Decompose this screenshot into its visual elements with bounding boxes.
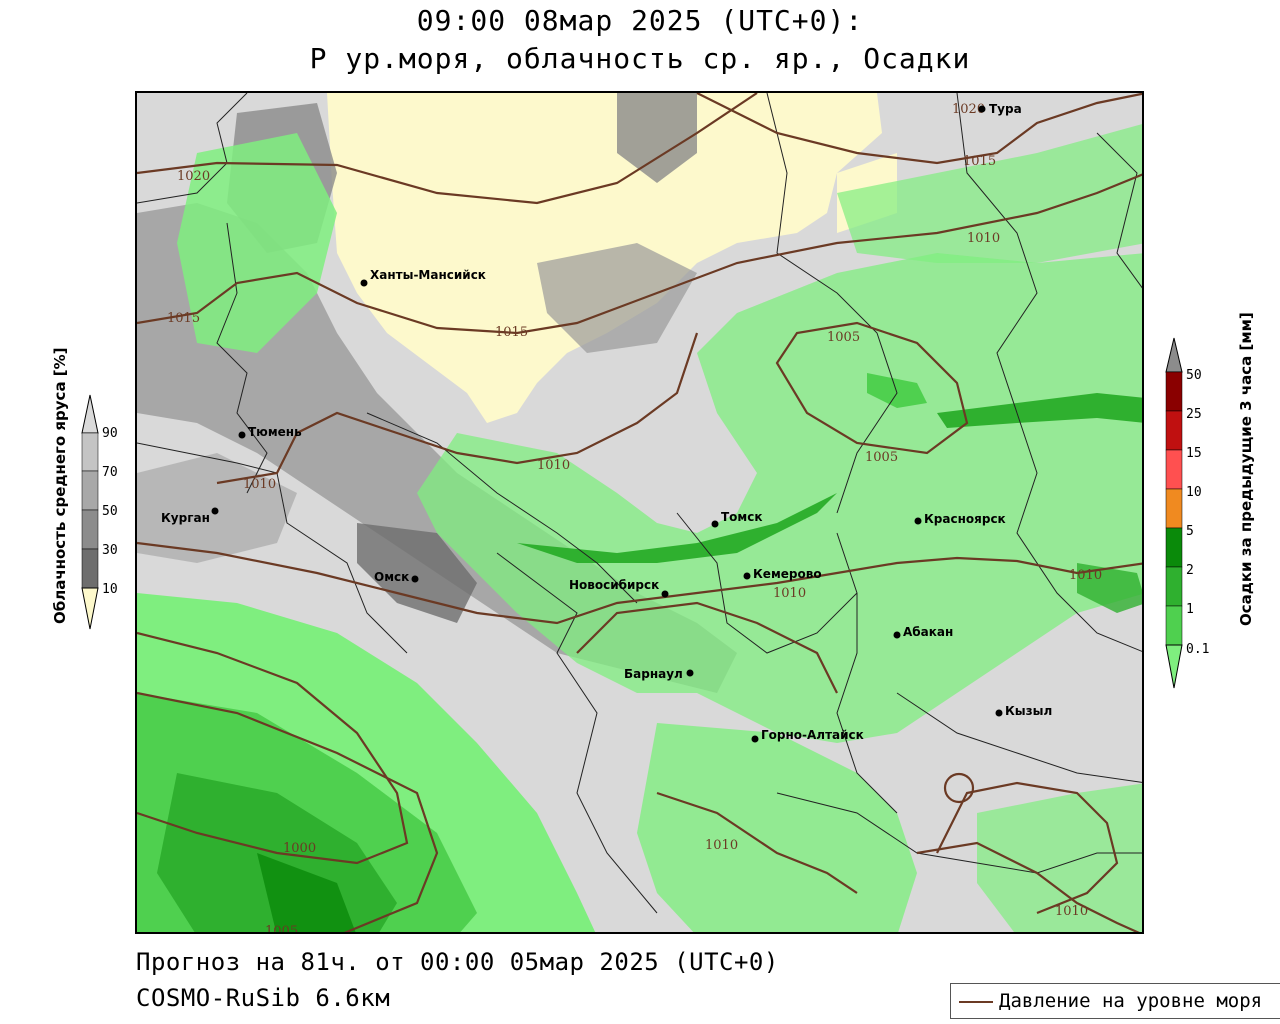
isobar-label: 1005 [865, 450, 898, 465]
city-marker: Горно-Алтайск [751, 728, 864, 743]
cloud-tick: 30 [102, 543, 118, 558]
city-label: Новосибирск [569, 578, 659, 592]
city-marker: Ханты-Мансийск [360, 268, 486, 287]
isobar-label: 1010 [537, 458, 570, 473]
isobar-label: 1005 [827, 330, 860, 345]
forecast-map: 1020 1020 1015 1015 1015 1010 1010 1010 … [135, 91, 1144, 934]
isobar-label: 1020 [952, 102, 985, 117]
city-marker: Тюмень [238, 425, 302, 439]
city-label: Тюмень [248, 425, 302, 439]
cloud-tick: 90 [102, 426, 118, 441]
city-label: Горно-Алтайск [761, 728, 864, 742]
precip-tick: 0.1 [1186, 642, 1210, 657]
city-marker: Абакан [893, 625, 953, 639]
city-label: Ханты-Мансийск [370, 268, 486, 282]
city-label: Омск [374, 570, 409, 584]
model-info: COSMO-RuSib 6.6км [136, 984, 391, 1012]
city-marker: Кемерово [743, 567, 822, 581]
city-label: Красноярск [924, 512, 1006, 526]
precip-colorbar-title: Осадки за предыдущие 3 часа [мм] [1237, 312, 1255, 626]
cloud-tick: 70 [102, 465, 118, 480]
map-subtitle: P ур.моря, облачность ср. яр., Осадки [309, 42, 971, 75]
precip-tick: 2 [1186, 563, 1194, 578]
city-marker: Омск [374, 570, 419, 584]
city-label: Кызыл [1005, 704, 1052, 718]
city-marker: Барнаул [624, 667, 694, 681]
city-marker: Кызыл [995, 704, 1052, 718]
cloud-tick: 10 [102, 582, 118, 597]
map-title: 09:00 08мар 2025 (UTC+0): [416, 4, 864, 37]
isobar-label: 1010 [705, 838, 738, 853]
precip-tick: 50 [1186, 368, 1202, 383]
cloud-colorbar [81, 394, 99, 630]
pressure-legend-label: Давление на уровне моря [999, 990, 1263, 1012]
city-label: Абакан [903, 625, 953, 639]
precip-tick: 25 [1186, 407, 1202, 422]
city-label: Томск [721, 510, 763, 524]
precip-tick: 1 [1186, 602, 1194, 617]
isobar-label: 1005 [265, 924, 298, 934]
precip-tick: 10 [1186, 485, 1202, 500]
precip-colorbar [1165, 337, 1183, 689]
city-label: Кемерово [753, 567, 822, 581]
isobar-label: 1010 [1069, 568, 1102, 583]
pressure-legend: Давление на уровне моря [950, 983, 1280, 1019]
isobar-label: 1010 [243, 477, 276, 492]
isobar-label: 1000 [283, 841, 316, 856]
city-label: Барнаул [624, 667, 683, 681]
isobar-label: 1015 [167, 311, 200, 326]
cloud-tick: 50 [102, 504, 118, 519]
isobar-label: 1010 [967, 231, 1000, 246]
isobar-label: 1015 [963, 154, 996, 169]
precip-tick: 15 [1186, 446, 1202, 461]
city-marker: Новосибирск [569, 578, 669, 598]
isobar-label: 1010 [1055, 904, 1088, 919]
isobar-label: 1020 [177, 169, 210, 184]
city-marker: Тура [978, 102, 1022, 116]
isobar-label: 1010 [773, 586, 806, 601]
forecast-info: Прогноз на 81ч. от 00:00 05мар 2025 (UTC… [136, 948, 779, 976]
isobar-label: 1015 [495, 325, 528, 340]
cloud-colorbar-title: Облачность среднего яруса [%] [51, 347, 69, 624]
city-label: Курган [161, 511, 210, 525]
precip-tick: 5 [1186, 524, 1194, 539]
city-marker: Курган [161, 507, 219, 525]
city-label: Тура [989, 102, 1022, 116]
pressure-legend-line [959, 1001, 993, 1003]
city-marker: Томск [711, 510, 763, 528]
city-marker: Красноярск [914, 512, 1006, 526]
